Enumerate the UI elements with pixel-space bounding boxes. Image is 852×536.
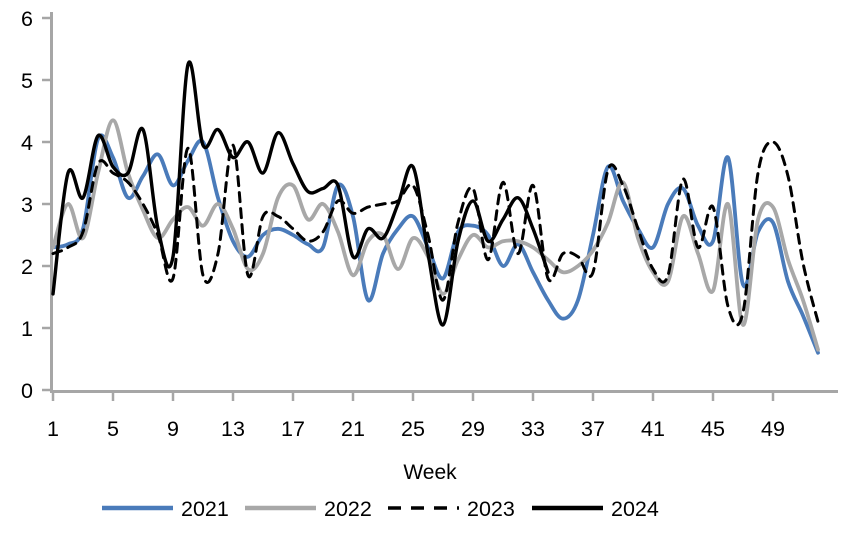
y-tick-label: 2 bbox=[21, 255, 33, 279]
legend-item-2023: 2023 bbox=[388, 497, 515, 521]
series-lines bbox=[51, 60, 820, 355]
x-axis: 1 5 9 13 17 21 25 29 33 37 41 45 49 bbox=[47, 390, 838, 441]
line-2022 bbox=[51, 118, 820, 352]
x-tick-label: 41 bbox=[641, 417, 665, 441]
line-2024 bbox=[51, 60, 550, 327]
legend-item-2021: 2021 bbox=[102, 497, 229, 521]
x-axis-title: Week bbox=[403, 461, 457, 484]
y-tick-label: 0 bbox=[21, 379, 33, 403]
x-tick-label: 25 bbox=[401, 417, 425, 441]
legend-label-2024: 2024 bbox=[611, 497, 659, 521]
legend-label-2023: 2023 bbox=[467, 497, 515, 521]
y-tick-label: 1 bbox=[21, 317, 33, 341]
line-2023 bbox=[51, 140, 820, 327]
x-tick-label: 29 bbox=[461, 417, 485, 441]
y-tick-label: 5 bbox=[21, 69, 33, 93]
x-tick-label: 1 bbox=[47, 417, 59, 441]
legend-item-2022: 2022 bbox=[245, 497, 372, 521]
legend-label-2021: 2021 bbox=[181, 497, 229, 521]
y-tick-label: 6 bbox=[21, 7, 33, 31]
x-tick-label: 37 bbox=[581, 417, 605, 441]
legend-item-2024: 2024 bbox=[532, 497, 659, 521]
x-tick-label: 9 bbox=[167, 417, 179, 441]
x-tick-label: 5 bbox=[107, 417, 119, 441]
line-2021 bbox=[51, 133, 820, 355]
x-tick-label: 33 bbox=[521, 417, 545, 441]
x-tick-label: 49 bbox=[761, 417, 785, 441]
x-tick-label: 13 bbox=[221, 417, 245, 441]
x-tick-label: 21 bbox=[341, 417, 365, 441]
y-axis: 0 1 2 3 4 5 6 bbox=[21, 7, 53, 403]
y-tick-label: 4 bbox=[21, 131, 33, 155]
x-tick-label: 17 bbox=[281, 417, 305, 441]
x-tick-label: 45 bbox=[701, 417, 725, 441]
y-tick-label: 3 bbox=[21, 193, 33, 217]
legend: 2021 2022 2023 2024 bbox=[102, 497, 659, 521]
legend-label-2022: 2022 bbox=[324, 497, 372, 521]
